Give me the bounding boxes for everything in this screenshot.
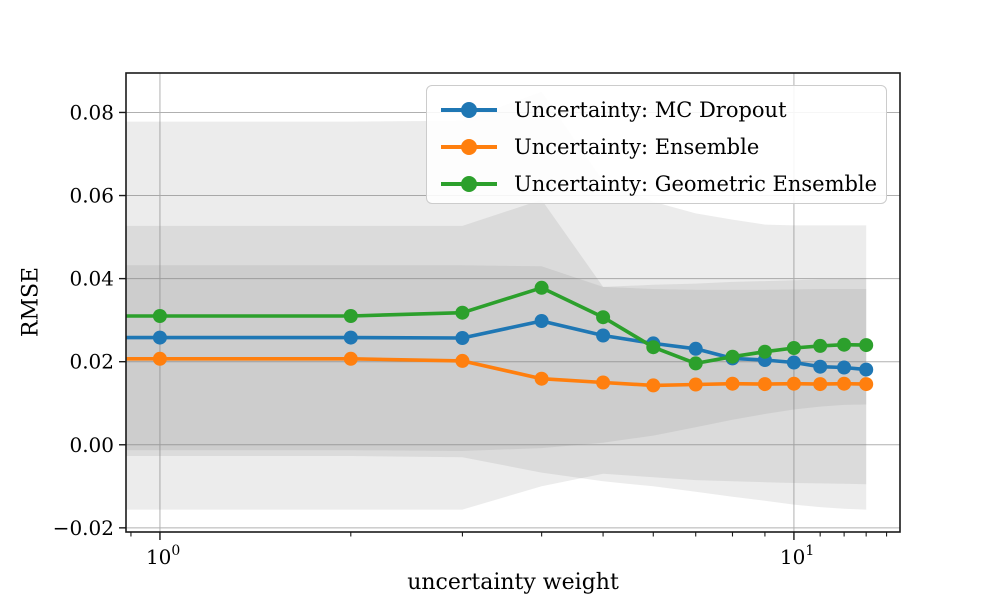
data-point-mc-dropout-x3 [455, 331, 470, 345]
x-tick-label-10e0: 100 [146, 543, 180, 569]
data-point-mc-dropout-x7 [688, 341, 703, 356]
y-tick-label-−0.02: −0.02 [53, 516, 114, 540]
data-point-mc-dropout-x13 [859, 362, 874, 377]
legend-label: Uncertainty: Ensemble [514, 135, 760, 160]
data-point-ensemble-x6 [646, 378, 661, 393]
legend-item-ensemble: Uncertainty: Ensemble [440, 128, 886, 165]
data-point-mc-dropout-x1 [152, 330, 167, 345]
uncertainty-band-mc-dropout [126, 199, 867, 510]
data-point-ensemble-x2 [343, 351, 358, 366]
x-axis-label: uncertainty weight [407, 570, 619, 595]
data-point-ensemble-x8 [725, 376, 740, 391]
data-point-ensemble-x11 [813, 377, 828, 392]
data-point-geometric-ensemble-x4 [534, 280, 549, 295]
data-point-geometric-ensemble-x7 [688, 356, 703, 371]
line-marker-icon [441, 139, 497, 156]
legend-label: Uncertainty: MC Dropout [514, 97, 787, 122]
data-point-ensemble-x4 [534, 371, 549, 386]
data-point-geometric-ensemble-x3 [455, 305, 470, 320]
data-point-ensemble-x5 [596, 375, 611, 390]
data-point-geometric-ensemble-x11 [813, 338, 828, 353]
data-point-ensemble-x9 [757, 377, 772, 392]
data-point-mc-dropout-x11 [813, 359, 828, 374]
data-point-mc-dropout-x12 [837, 360, 852, 375]
data-point-geometric-ensemble-x10 [786, 341, 801, 355]
legend: Uncertainty: MC Dropout Uncertainty: Ens… [426, 85, 887, 204]
data-point-ensemble-x1 [152, 351, 167, 366]
y-tick-label-0.06: 0.06 [69, 184, 114, 208]
data-point-mc-dropout-x2 [343, 330, 358, 345]
data-point-geometric-ensemble-x12 [837, 337, 852, 352]
data-point-mc-dropout-x10 [786, 355, 801, 370]
data-point-mc-dropout-x5 [596, 328, 611, 343]
data-point-ensemble-x10 [786, 376, 801, 391]
data-point-mc-dropout-x4 [534, 314, 549, 328]
x-tick-label-10e1: 101 [780, 543, 814, 569]
y-tick-label-0.04: 0.04 [69, 267, 114, 291]
data-point-geometric-ensemble-x1 [152, 309, 167, 323]
data-point-geometric-ensemble-x2 [343, 309, 358, 323]
data-point-geometric-ensemble-x5 [596, 310, 611, 325]
y-axis-label: RMSE [18, 266, 44, 338]
data-point-geometric-ensemble-x9 [757, 344, 772, 359]
uncertainty-band-ensemble [126, 265, 867, 451]
data-point-ensemble-x3 [455, 353, 470, 368]
line-marker-icon [441, 176, 497, 193]
data-point-geometric-ensemble-x8 [725, 349, 740, 364]
data-point-geometric-ensemble-x6 [646, 340, 661, 355]
line-marker-icon [441, 101, 497, 118]
data-point-geometric-ensemble-x13 [859, 338, 874, 353]
legend-label: Uncertainty: Geometric Ensemble [514, 172, 878, 197]
legend-item-geometric-ensemble: Uncertainty: Geometric Ensemble [440, 166, 886, 203]
legend-item-mc-dropout: Uncertainty: MC Dropout [440, 91, 886, 128]
data-point-ensemble-x13 [859, 377, 874, 392]
plot-border [125, 72, 901, 533]
y-tick-label-0.08: 0.08 [69, 100, 114, 124]
y-tick-label-0.02: 0.02 [69, 350, 114, 374]
data-point-ensemble-x7 [688, 377, 703, 392]
y-tick-label-0.00: 0.00 [69, 433, 114, 457]
data-point-ensemble-x12 [837, 376, 852, 391]
